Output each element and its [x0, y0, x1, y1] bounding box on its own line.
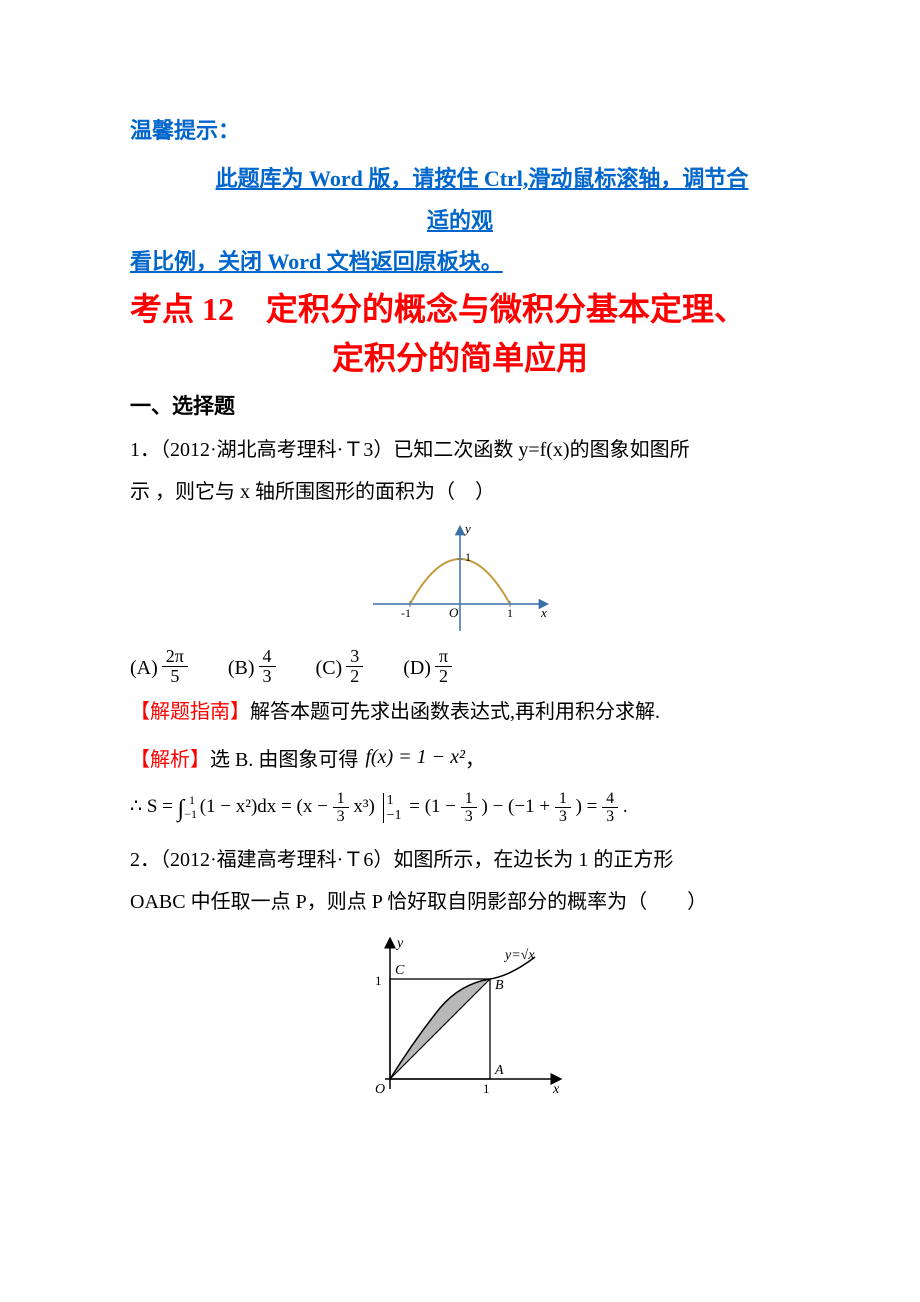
int-upper: 1 — [189, 793, 195, 807]
result-den: 3 — [602, 808, 618, 826]
q1-fig-xlabel: x — [540, 605, 547, 620]
eval-bot: −1 — [387, 808, 402, 823]
opt-d-den: 2 — [435, 667, 452, 687]
frac13c-num: 1 — [555, 790, 571, 809]
opt-a-label: (A) — [130, 649, 158, 687]
result-num: 4 — [602, 790, 618, 809]
eq4: ) = — [576, 796, 598, 817]
frac13-num: 1 — [333, 790, 349, 809]
q1-option-b: (B) 43 — [228, 647, 276, 688]
q1-ans-label: 【解析】 — [130, 749, 210, 771]
q2-ylabel: y — [395, 936, 404, 951]
eq3: ) − (−1 + — [482, 796, 551, 817]
tip-line3: 看比例，关闭 Word 文档返回原板块。 — [130, 241, 790, 283]
frac13b-num: 1 — [461, 790, 477, 809]
q1-parabola-figure: y x -1 1 O 1 — [365, 519, 555, 639]
opt-a-den: 5 — [166, 667, 183, 687]
calc-dot: . — [623, 796, 628, 817]
q1-stem-line1: 1．（2012·湖北高考理科·Ｔ3）已知二次函数 y=f(x)的图象如图所 — [130, 431, 790, 469]
opt-b-num: 4 — [259, 647, 276, 668]
opt-c-label: (C) — [316, 649, 343, 687]
opt-b-den: 3 — [259, 667, 276, 687]
q1-option-a: (A) 2π5 — [130, 647, 188, 688]
q1-option-d: (D) π2 — [403, 647, 452, 688]
q2-oney: 1 — [375, 973, 382, 988]
q2-curve-label: y=√x — [503, 948, 535, 963]
q2-B: B — [495, 978, 504, 993]
eval-top: 1 — [387, 793, 402, 808]
topic-title-line2: 定积分的简单应用 — [130, 336, 790, 381]
q1-option-c: (C) 32 — [316, 647, 364, 688]
tip-line1: 此题库为 Word 版，请按住 Ctrl,滑动鼠标滚轴，调节合 — [130, 158, 790, 200]
q1-fx-expr: f(x) = 1 − x² — [365, 746, 465, 768]
opt-d-label: (D) — [403, 649, 431, 687]
q1-calc: ∴ S = ∫−11 (1 − x²)dx = (x − 13 x³) 1−1 … — [130, 787, 790, 833]
q1-ans-text1: 选 B. 由图象可得 — [210, 749, 358, 771]
q1-ans-tail: ， — [465, 749, 485, 771]
q2-sqrt-figure: y x O 1 1 C B A y=√x — [345, 929, 575, 1104]
tip-label: 温馨提示： — [130, 110, 790, 152]
section-heading: 一、选择题 — [130, 387, 790, 427]
q1-fig-origin: O — [449, 605, 459, 620]
q2-origin: O — [375, 1082, 385, 1097]
q1-options: (A) 2π5 (B) 43 (C) 32 (D) π2 — [130, 647, 790, 688]
calc-prefix: ∴ S = — [130, 796, 173, 817]
tip-line2: 适的观 — [130, 200, 790, 242]
int-lower: −1 — [184, 807, 197, 821]
after-frac1: x³) — [353, 796, 375, 817]
q1-hint-text: 解答本题可先求出函数表达式,再利用积分求解. — [250, 701, 660, 723]
topic-title-line1: 考点 12 定积分的概念与微积分基本定理、 — [130, 287, 790, 332]
frac13c-den: 3 — [555, 808, 571, 826]
frac13-den: 3 — [333, 808, 349, 826]
q1-stem-line2: 示 ，则它与 x 轴所围图形的面积为（ ） — [130, 473, 790, 511]
q1-hint: 【解题指南】解答本题可先求出函数表达式,再利用积分求解. — [130, 693, 790, 731]
q2-C: C — [395, 963, 405, 978]
opt-b-label: (B) — [228, 649, 255, 687]
q1-fig-one: 1 — [507, 606, 513, 620]
q2-xlabel: x — [552, 1082, 560, 1097]
opt-a-num: 2π — [162, 647, 188, 668]
opt-d-num: π — [435, 647, 452, 668]
opt-c-num: 3 — [346, 647, 363, 668]
integrand: (1 − x²)dx = (x − — [200, 796, 328, 817]
q1-fig-ylabel: y — [463, 521, 471, 536]
q1-fig-neg1: -1 — [401, 606, 411, 620]
q2-onex: 1 — [483, 1081, 490, 1096]
q1-fig-ytick: 1 — [465, 550, 471, 564]
q1-hint-label: 【解题指南】 — [130, 701, 250, 723]
q2-stem-line2: OABC 中任取一点 P，则点 P 恰好取自阴影部分的概率为（ ） — [130, 883, 790, 921]
q2-A: A — [494, 1063, 504, 1078]
q2-stem-line1: 2．（2012·福建高考理科·Ｔ6）如图所示，在边长为 1 的正方形 — [130, 841, 790, 879]
frac13b-den: 3 — [461, 808, 477, 826]
q1-analysis: 【解析】选 B. 由图象可得 f(x) = 1 − x²， — [130, 741, 790, 779]
opt-c-den: 2 — [346, 667, 363, 687]
eq2: = (1 − — [409, 796, 456, 817]
